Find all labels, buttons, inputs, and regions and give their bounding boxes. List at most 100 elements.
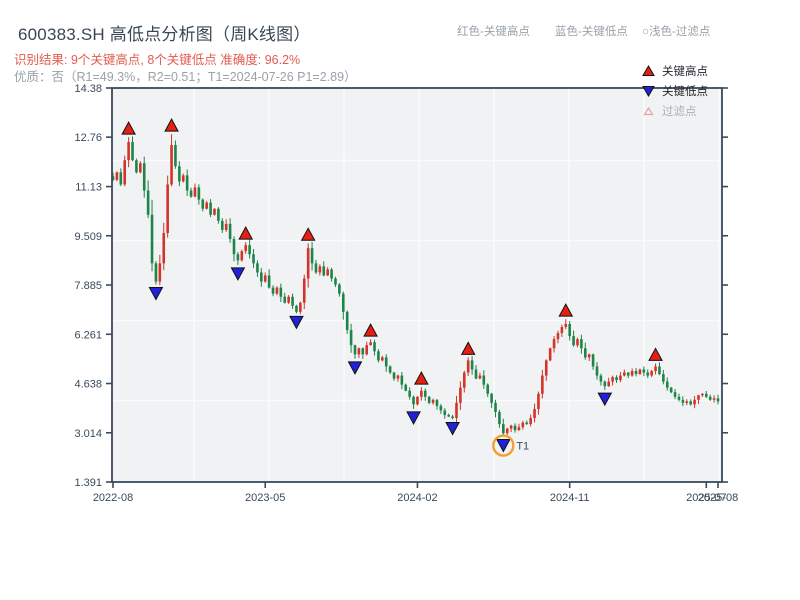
candle-body xyxy=(220,220,224,230)
color-legend-filter: ○浅色-过滤点 xyxy=(642,26,711,38)
candle-body xyxy=(228,223,232,240)
candle-body xyxy=(302,278,306,303)
candle-body xyxy=(338,284,341,294)
candle-body xyxy=(704,393,708,397)
candle-body xyxy=(275,287,279,294)
candle-body xyxy=(548,348,552,361)
candle-body xyxy=(193,187,197,197)
key-low-marker xyxy=(597,392,613,407)
candle-body xyxy=(431,399,435,403)
candle-body xyxy=(213,208,216,215)
candle-body xyxy=(127,141,130,161)
x-tick-label: 2024-02 xyxy=(397,492,437,504)
candle-body xyxy=(623,372,626,376)
key-low-icon xyxy=(642,86,655,97)
candle-body xyxy=(373,342,376,352)
candle-body xyxy=(459,387,462,403)
candle-body xyxy=(544,360,548,376)
color-legend-high: 红色-关键高点 xyxy=(457,26,530,38)
candle-body xyxy=(314,263,318,273)
recognition-result: 识别结果: 9个关键高点, 8个关键低点 准确度: 96.2% xyxy=(14,53,301,67)
candle-body xyxy=(408,390,411,397)
candle-body xyxy=(306,248,310,279)
candle-body xyxy=(529,418,532,425)
candle-body xyxy=(568,323,571,337)
candle-body xyxy=(595,366,599,376)
candle-body xyxy=(611,377,614,382)
candle-body xyxy=(330,269,333,279)
candle-body xyxy=(131,141,134,161)
candle-body xyxy=(256,263,259,273)
candle-body xyxy=(232,239,236,255)
candle-body xyxy=(482,375,486,385)
candle-body xyxy=(377,351,380,361)
x-tick-label: 2024-11 xyxy=(550,492,590,504)
candle-body xyxy=(353,345,357,355)
key-low-marker xyxy=(148,287,164,301)
candle-body xyxy=(236,254,240,261)
candle-body xyxy=(693,399,696,405)
candle-body xyxy=(170,145,173,185)
candle-body xyxy=(517,427,521,431)
candle-body xyxy=(619,375,622,381)
candle-body xyxy=(318,266,322,273)
candle-body xyxy=(267,275,271,288)
candle-body xyxy=(443,410,447,415)
candle-body xyxy=(115,172,119,180)
candle-body xyxy=(427,396,431,403)
candle-body xyxy=(154,263,158,282)
key-high-marker xyxy=(164,118,179,132)
candle-body xyxy=(658,366,661,375)
candle-body xyxy=(525,422,529,425)
x-tick-label: 2025-07 xyxy=(686,492,726,504)
candle-body xyxy=(685,401,689,403)
candle-body xyxy=(478,375,482,379)
candle-body xyxy=(189,190,193,197)
candle-body xyxy=(263,275,267,282)
candle-body xyxy=(181,175,185,182)
candle-body xyxy=(416,396,419,405)
candle-body xyxy=(646,372,650,376)
legend-label: 关键低点 xyxy=(662,86,708,98)
candle-body xyxy=(533,408,536,419)
y-tick-label: 12.76 xyxy=(74,132,102,144)
candle-body xyxy=(150,214,154,264)
candle-body xyxy=(139,163,142,173)
candle-body xyxy=(701,393,704,396)
candle-body xyxy=(392,372,396,379)
candle-body xyxy=(447,414,450,417)
key-high-marker xyxy=(121,121,136,135)
candle-body xyxy=(369,342,372,346)
candle-body xyxy=(494,402,497,412)
candle-body xyxy=(119,172,123,185)
candle-body xyxy=(334,278,337,285)
candle-body xyxy=(345,311,349,331)
candle-body xyxy=(287,296,290,303)
key-high-marker xyxy=(460,341,476,355)
candle-body xyxy=(135,160,138,173)
candle-body xyxy=(587,354,591,358)
key-high-marker xyxy=(300,227,316,241)
legend-label: 过滤点 xyxy=(662,106,697,118)
candle-body xyxy=(502,424,505,434)
x-tick-label: 2022-08 xyxy=(93,492,133,504)
candle-body xyxy=(111,176,115,180)
candle-body xyxy=(654,366,657,372)
candle-body xyxy=(642,369,646,373)
candle-body xyxy=(564,323,568,328)
candle-body xyxy=(142,163,146,191)
key-high-marker xyxy=(363,323,378,337)
candle-body xyxy=(576,339,579,346)
candle-body xyxy=(541,375,544,394)
candle-body xyxy=(197,187,201,200)
candle-body xyxy=(162,232,166,264)
candle-body xyxy=(591,354,595,367)
quality-result: 优质：否（R1=49.3%，R2=0.51；T1=2024-07-26 P1=2… xyxy=(14,70,357,84)
key-low-marker xyxy=(495,439,511,453)
legend-item-filter: 过滤点 xyxy=(642,101,708,121)
candle-body xyxy=(326,269,329,276)
y-tick-label: 3.014 xyxy=(74,428,102,440)
candle-body xyxy=(217,208,220,221)
candle-body xyxy=(486,384,490,394)
candle-body xyxy=(638,369,642,375)
